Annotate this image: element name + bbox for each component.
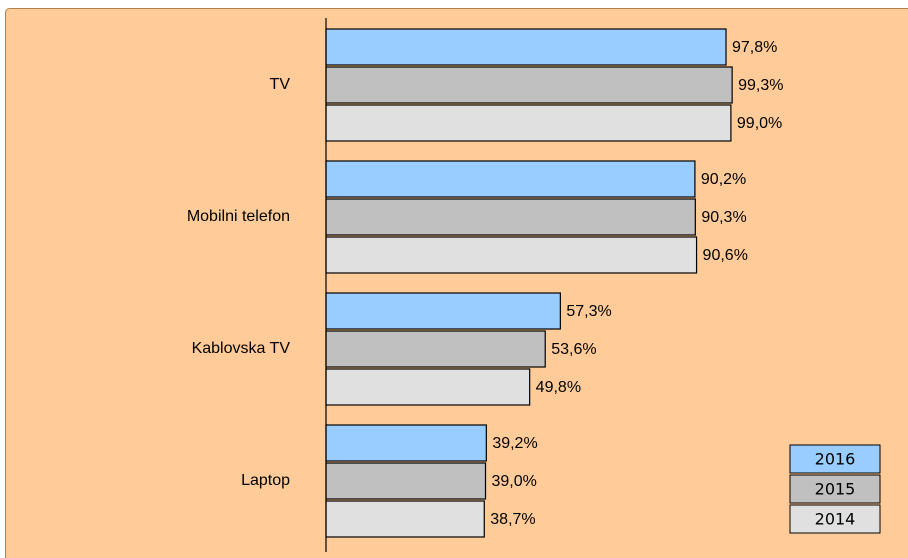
bar: [325, 28, 727, 66]
bar: [325, 424, 487, 462]
data-label: 90,2%: [701, 171, 746, 188]
bar: [325, 66, 733, 104]
legend-swatch: [789, 444, 881, 474]
bar: [325, 292, 561, 330]
data-label: 53,6%: [551, 341, 596, 358]
data-label: 38,7%: [490, 511, 535, 528]
data-label: 57,3%: [566, 303, 611, 320]
data-label: 90,3%: [701, 209, 746, 226]
legend-label: 2014: [815, 510, 856, 529]
category-label: Kablovska TV: [192, 340, 291, 357]
data-label: 49,8%: [536, 379, 581, 396]
legend-label: 2016: [815, 450, 856, 469]
category-label: Laptop: [241, 472, 290, 489]
legend-swatch: [789, 504, 881, 534]
data-label: 97,8%: [732, 39, 777, 56]
bar: [325, 368, 531, 406]
data-label: 99,3%: [738, 77, 783, 94]
chart-background: [5, 8, 908, 558]
data-label: 39,2%: [492, 435, 537, 452]
bar: [325, 236, 698, 274]
category-label: Mobilni telefon: [187, 208, 290, 225]
data-label: 90,6%: [703, 247, 748, 264]
data-label: 99,0%: [737, 115, 782, 132]
legend-label: 2015: [815, 480, 856, 499]
bar: [325, 462, 487, 500]
bar: [325, 198, 696, 236]
bar: [325, 500, 485, 538]
bar: [325, 104, 732, 142]
category-label: TV: [270, 76, 291, 93]
legend-swatch: [789, 474, 881, 504]
data-label: 39,0%: [492, 473, 537, 490]
bar: [325, 330, 546, 368]
bar: [325, 160, 696, 198]
